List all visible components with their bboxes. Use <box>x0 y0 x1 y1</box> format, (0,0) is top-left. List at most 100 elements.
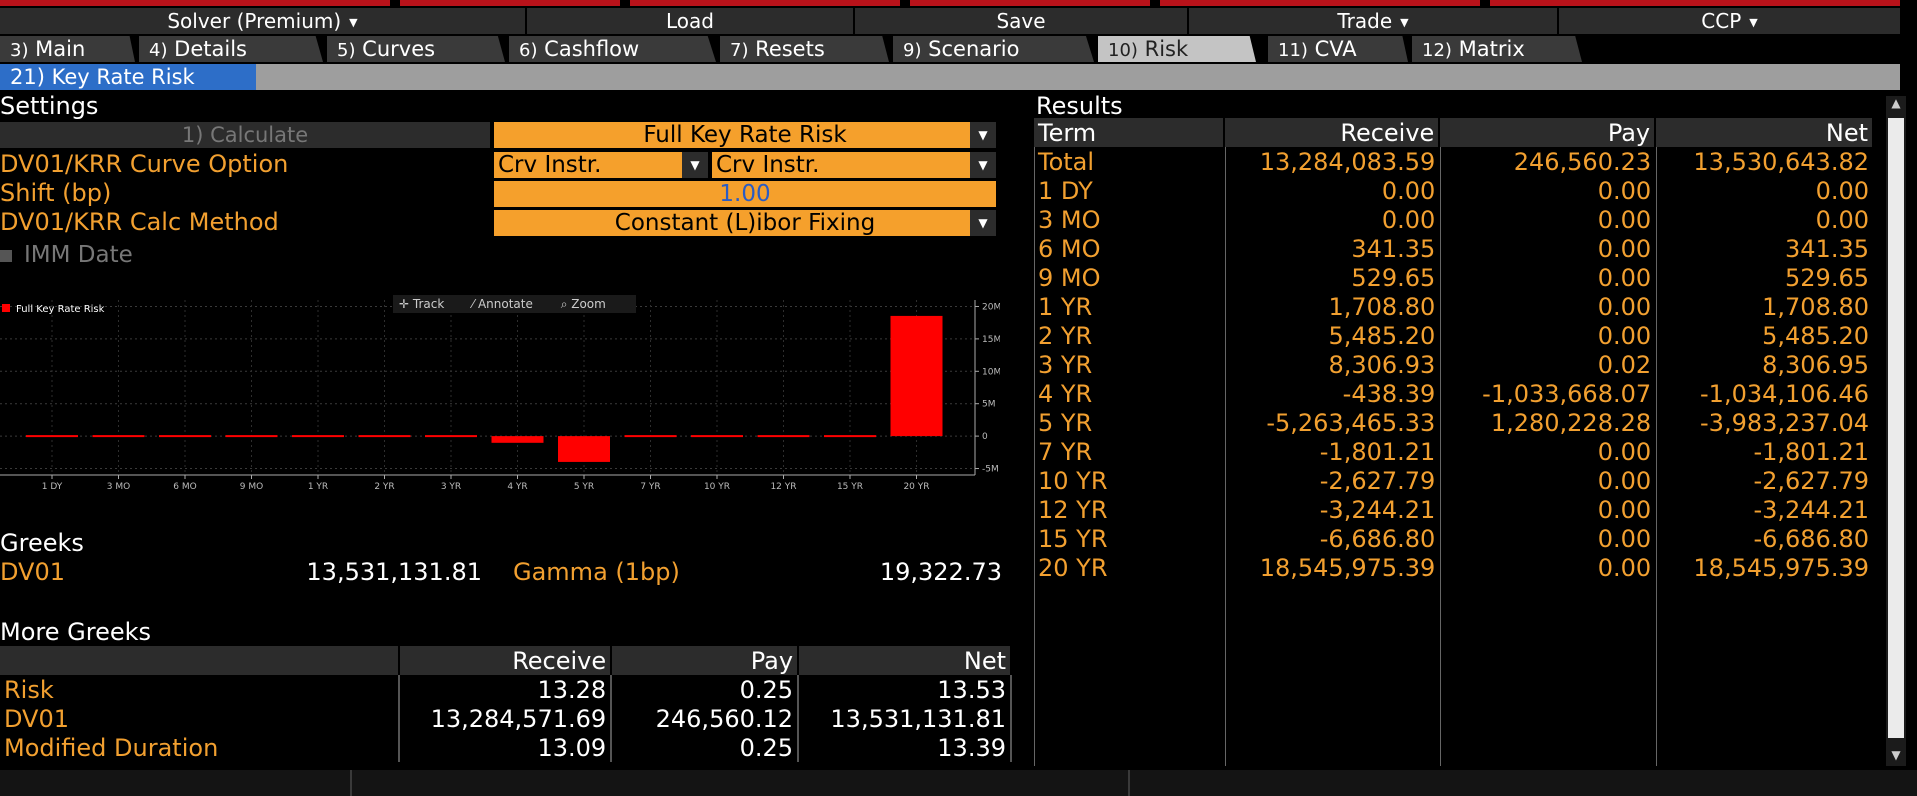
column-header: Receive <box>399 646 613 675</box>
imm-date-checkbox[interactable]: IMM Date <box>0 242 133 268</box>
bar <box>425 435 477 438</box>
tab-resets[interactable]: 7) Resets <box>720 36 889 62</box>
table-cell: 1,708.80 <box>1328 292 1436 321</box>
table-row[interactable]: 9 MO 529.65 0.00 529.65 <box>1034 263 1873 292</box>
results-title: Results <box>1036 92 1123 120</box>
chevron-down-icon: ▼ <box>970 122 996 148</box>
chevron-down-icon: ▼ <box>1400 15 1409 29</box>
row-label: Modified Duration <box>0 733 401 762</box>
y-tick-label: 15M <box>982 335 1000 345</box>
table-row[interactable]: 6 MO 341.35 0.00 341.35 <box>1034 234 1873 263</box>
table-cell: -2,627.79 <box>1753 466 1869 495</box>
table-cell: 529.65 <box>1351 263 1436 292</box>
column-header: Net <box>798 646 1012 675</box>
table-row[interactable]: 1 YR 1,708.80 0.00 1,708.80 <box>1034 292 1873 321</box>
table-cell: 13.53 <box>798 675 1012 704</box>
x-tick-label: 1 DY <box>42 482 63 492</box>
bar <box>26 435 78 438</box>
y-tick-label: 5M <box>982 400 996 410</box>
table-cell: -3,244.21 <box>1319 495 1436 524</box>
table-row[interactable]: 7 YR -1,801.21 0.00 -1,801.21 <box>1034 437 1873 466</box>
table-header-row: Term Receive Pay Net <box>1034 118 1874 147</box>
load-button[interactable]: Load <box>527 8 855 34</box>
results-scrollbar[interactable]: ▲ ▼ <box>1886 96 1906 766</box>
table-cell: 5,485.20 <box>1762 321 1869 350</box>
more-greeks-title: More Greeks <box>0 618 151 646</box>
table-row[interactable]: 1 DY 0.00 0.00 0.00 <box>1034 176 1873 205</box>
tab-scenario[interactable]: 9) Scenario <box>893 36 1094 62</box>
tab-risk[interactable]: 10) Risk <box>1098 36 1256 62</box>
tab-curves[interactable]: 5) Curves <box>327 36 505 62</box>
x-tick-label: 9 MO <box>240 482 263 492</box>
x-tick-label: 15 YR <box>837 482 863 492</box>
bar <box>624 435 677 438</box>
tab-main[interactable]: 3) Main <box>0 36 135 62</box>
table-row[interactable]: 5 YR -5,263,465.33 1,280,228.28 -3,983,237.… <box>1034 408 1873 437</box>
table-row: DV01 13,284,571.69 246,560.12 13,531,131… <box>0 704 1012 733</box>
column-header: Pay <box>611 646 800 675</box>
shift-input[interactable]: 1.00 <box>494 181 996 207</box>
table-row[interactable]: 15 YR -6,686.80 0.00 -6,686.80 <box>1034 524 1873 553</box>
calc-method-select[interactable]: Constant (L)ibor Fixing ▼ <box>494 210 996 236</box>
table-row[interactable]: 12 YR -3,244.21 0.00 -3,244.21 <box>1034 495 1873 524</box>
scroll-up-icon[interactable]: ▲ <box>1891 96 1901 110</box>
curve-option-select-1[interactable]: Crv Instr. ▼ <box>494 152 708 178</box>
bar <box>358 435 411 438</box>
table-row[interactable]: 4 YR -438.39 -1,033,668.07 -1,034,106.46 <box>1034 379 1873 408</box>
table-cell: -1,801.21 <box>1753 437 1869 466</box>
row-label: Risk <box>0 675 401 704</box>
track-tool-button[interactable]: ✛ Track <box>399 297 445 311</box>
bar <box>491 436 544 443</box>
term-cell: 9 MO <box>1038 263 1101 292</box>
table-row[interactable]: 10 YR -2,627.79 0.00 -2,627.79 <box>1034 466 1873 495</box>
tab-key-rate-risk[interactable]: 21) Key Rate Risk <box>0 64 256 90</box>
table-row[interactable]: 3 MO 0.00 0.00 0.00 <box>1034 205 1873 234</box>
tab-cva[interactable]: 11) CVA <box>1268 36 1408 62</box>
scroll-down-icon[interactable]: ▼ <box>1891 748 1901 762</box>
more-greeks-table: Receive Pay Net Risk 13.28 0.25 13.53 DV… <box>0 646 1012 762</box>
table-cell: 0.00 <box>1597 524 1652 553</box>
table-cell: 8,306.95 <box>1762 350 1869 379</box>
annotate-tool-button[interactable]: ⁄ Annotate <box>472 297 533 311</box>
table-cell: 0.00 <box>1597 466 1652 495</box>
table-cell: 13,284,571.69 <box>399 704 613 733</box>
term-cell: 2 YR <box>1038 321 1093 350</box>
chart-svg: 20M 15M 10M 5M 0 -5M 1 DY 3 MO 6 MO 9 MO 1 YR 2 YR 3… <box>0 300 1001 492</box>
table-cell: 13.39 <box>798 733 1012 762</box>
bar <box>159 435 211 438</box>
trade-menu-button[interactable]: Trade ▼ <box>1189 8 1559 34</box>
tab-cashflow[interactable]: 6) Cashflow <box>509 36 716 62</box>
tab-details[interactable]: 4) Details <box>139 36 323 62</box>
solver-menu-button[interactable]: Solver (Premium) ▼ <box>0 8 527 34</box>
table-cell: -6,686.80 <box>1753 524 1869 553</box>
table-cell: 0.00 <box>1597 495 1652 524</box>
table-cell: 246,560.12 <box>611 704 800 733</box>
tab-matrix[interactable]: 12) Matrix <box>1412 36 1582 62</box>
save-button[interactable]: Save <box>855 8 1189 34</box>
x-tick-label: 7 YR <box>640 482 660 492</box>
bar <box>292 435 344 438</box>
calculate-button[interactable]: 1) Calculate <box>0 122 490 148</box>
scroll-thumb[interactable] <box>1888 118 1904 738</box>
bar <box>92 435 145 438</box>
chart-toolbar: ✛ Track ⁄ Annotate ⌕ Zoom <box>393 295 636 313</box>
column-header: Net <box>1655 118 1874 147</box>
ccp-menu-button[interactable]: CCP ▼ <box>1559 8 1900 34</box>
status-bar <box>0 770 1917 796</box>
table-row: Modified Duration 13.09 0.25 13.39 <box>0 733 1012 762</box>
bar <box>558 436 610 462</box>
table-row[interactable]: 3 YR 8,306.93 0.02 8,306.95 <box>1034 350 1873 379</box>
curve-option-select-2[interactable]: Crv Instr. ▼ <box>712 152 996 178</box>
risk-type-select[interactable]: Full Key Rate Risk ▼ <box>494 122 996 148</box>
zoom-tool-button[interactable]: ⌕ Zoom <box>560 297 606 311</box>
table-row[interactable]: 2 YR 5,485.20 0.00 5,485.20 <box>1034 321 1873 350</box>
table-row: Risk 13.28 0.25 13.53 <box>0 675 1012 704</box>
table-row[interactable]: Total 13,284,083.59 246,560.23 13,530,643.8… <box>1034 147 1873 176</box>
table-row[interactable]: 20 YR 18,545,975.39 0.00 18,545,975.39 <box>1034 553 1873 582</box>
table-cell: 0.00 <box>1815 205 1869 234</box>
table-cell: 5,485.20 <box>1328 321 1436 350</box>
column-header: Pay <box>1439 118 1657 147</box>
y-tick-label: 20M <box>982 302 1000 312</box>
table-cell: 1,280,228.28 <box>1490 408 1652 437</box>
table-cell: -1,034,106.46 <box>1700 379 1869 408</box>
